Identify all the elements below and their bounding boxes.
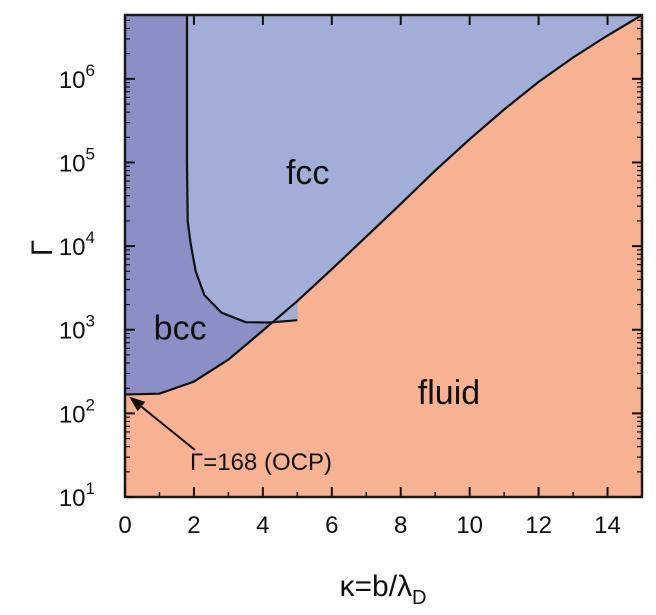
y-tick-base: 10 (59, 485, 86, 512)
y-tick-exponent: 1 (86, 479, 95, 498)
x-tick-label: 6 (325, 512, 338, 539)
y-tick-label: 106 (59, 61, 95, 94)
y-tick-label: 102 (59, 395, 95, 428)
region-label-fluid: fluid (418, 374, 480, 412)
bcc-fcc-boundary-curve (185, 15, 298, 324)
y-tick-base: 10 (59, 150, 86, 177)
x-tick-label: 12 (525, 512, 552, 539)
annotation-arrow-head (129, 396, 146, 412)
x-tick-label: 2 (187, 512, 200, 539)
x-tick-label: 4 (256, 512, 269, 539)
annotation-arrow-line (134, 400, 196, 451)
y-tick-label: 104 (59, 228, 95, 261)
fluid-region (125, 15, 642, 497)
y-tick-exponent: 5 (86, 144, 95, 163)
y-tick-base: 10 (59, 234, 86, 261)
y-tick-exponent: 4 (86, 228, 95, 247)
y-tick-base: 10 (59, 67, 86, 94)
region-label-fcc: fcc (286, 154, 329, 192)
y-tick-exponent: 2 (86, 395, 95, 414)
ocp-annotation: Γ=168 (OCP) (129, 396, 332, 476)
x-tick-label: 8 (394, 512, 407, 539)
melting-curve (125, 15, 642, 396)
annotation-text: Γ=168 (OCP) (190, 449, 332, 476)
x-tick-label: 0 (118, 512, 131, 539)
x-axis-title-subscript: D (412, 587, 426, 609)
x-tick-label: 14 (594, 512, 621, 539)
x-tick-label: 10 (456, 512, 483, 539)
y-tick-label: 101 (59, 479, 95, 512)
y-tick-base: 10 (59, 401, 86, 428)
plot-frame (123, 13, 644, 499)
y-tick-label: 105 (59, 144, 95, 177)
region-label-bcc: bcc (154, 310, 207, 348)
x-axis-title: κ=b/λD (340, 570, 427, 609)
x-axis-title-main: κ=b/λ (340, 570, 413, 603)
y-axis-title: Γ (26, 240, 59, 257)
bcc-region (125, 15, 298, 395)
y-tick-base: 10 (59, 318, 86, 345)
y-tick-exponent: 3 (86, 312, 95, 331)
y-tick-label: 103 (59, 312, 95, 345)
fcc-region (187, 15, 642, 323)
y-tick-exponent: 6 (86, 61, 95, 80)
